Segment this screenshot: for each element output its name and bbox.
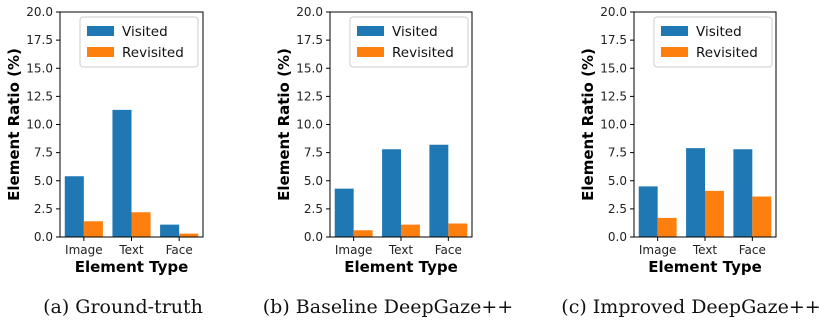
- subfigure-caption: (a) Ground-truth: [43, 296, 203, 318]
- legend-swatch-revisited: [87, 47, 114, 57]
- y-tick-label: 0.0: [304, 230, 323, 244]
- x-tick-label: Image: [335, 243, 373, 257]
- legend-label-visited: Visited: [122, 24, 168, 40]
- bar-revisited-text: [705, 190, 724, 238]
- x-tick-label: Image: [639, 243, 677, 257]
- legend-swatch-revisited: [661, 47, 688, 57]
- legend: Visited Revisited: [79, 16, 199, 68]
- bar-revisited-image: [657, 217, 677, 238]
- bar-revisited-image: [83, 221, 103, 237]
- bar-visited-face: [160, 224, 180, 238]
- y-tick-label: 12.5: [296, 89, 323, 103]
- bar-revisited-text: [401, 224, 420, 238]
- x-axis-label: Element Type: [75, 258, 189, 276]
- legend-label-visited: Visited: [696, 24, 742, 40]
- bar-revisited-face: [448, 223, 468, 237]
- bar-visited-face: [733, 149, 753, 237]
- y-tick-label: 10.0: [600, 118, 627, 132]
- bar-revisited-face: [752, 196, 772, 237]
- bar-visited-image: [638, 186, 658, 238]
- bar-visited-text: [382, 149, 401, 237]
- legend: Visited Revisited: [349, 16, 469, 68]
- y-axis-label: Element Ratio (%): [5, 48, 23, 201]
- y-tick-label: 12.5: [26, 89, 53, 103]
- y-tick-label: 5.0: [608, 174, 627, 188]
- legend-label-revisited: Revisited: [122, 45, 184, 61]
- y-tick-label: 17.5: [26, 33, 53, 47]
- y-tick-label: 10.0: [26, 118, 53, 132]
- subfigure-caption: (c) Improved DeepGaze++: [561, 296, 819, 318]
- y-tick-label: 2.5: [304, 202, 323, 216]
- x-tick-label: Image: [65, 243, 103, 257]
- x-axis-label: Element Type: [344, 258, 458, 276]
- y-tick-label: 0.0: [608, 230, 627, 244]
- y-tick-label: 2.5: [34, 202, 53, 216]
- y-tick-label: 15.0: [26, 61, 53, 75]
- y-tick-label: 5.0: [34, 174, 53, 188]
- bar-visited-image: [64, 176, 84, 237]
- chart-panel-1: Image Text Face 0.0 2.5 5.0 7.5 10.0 12.5 15.0 17.…: [5, 5, 204, 318]
- y-tick-label: 15.0: [600, 61, 627, 75]
- bar-visited-text: [112, 109, 132, 237]
- y-tick-label: 12.5: [600, 89, 627, 103]
- legend-label-revisited: Revisited: [696, 45, 758, 61]
- y-tick-label: 2.5: [608, 202, 627, 216]
- legend-swatch-visited: [661, 26, 688, 36]
- x-tick-label: Text: [118, 243, 144, 257]
- bar-visited-face: [429, 144, 449, 237]
- y-tick-label: 7.5: [608, 146, 627, 160]
- y-tick-label: 7.5: [34, 146, 53, 160]
- x-tick-label: Text: [388, 243, 414, 257]
- y-tick-label: 10.0: [296, 118, 323, 132]
- y-tick-label: 20.0: [600, 5, 627, 19]
- y-axis-label: Element Ratio (%): [275, 48, 293, 201]
- y-tick-label: 0.0: [34, 230, 53, 244]
- y-axis-label: Element Ratio (%): [579, 48, 597, 201]
- y-tick-label: 17.5: [600, 33, 627, 47]
- y-tick-label: 20.0: [296, 5, 323, 19]
- y-tick-label: 7.5: [304, 146, 323, 160]
- chart-panel-3: Image Text Face 0.0 2.5 5.0 7.5 10.0 12.5 15.0 17.…: [561, 5, 819, 318]
- bar-revisited-face: [179, 233, 199, 238]
- subfigure-caption: (b) Baseline DeepGaze++: [263, 296, 513, 318]
- x-axis-label: Element Type: [648, 258, 762, 276]
- bar-revisited-text: [131, 212, 151, 237]
- x-tick-label: Face: [739, 243, 766, 257]
- legend: Visited Revisited: [653, 16, 773, 68]
- y-tick-label: 15.0: [296, 61, 323, 75]
- x-tick-label: Face: [166, 243, 193, 257]
- y-tick-label: 5.0: [304, 174, 323, 188]
- legend-label-visited: Visited: [392, 24, 438, 40]
- legend-swatch-visited: [87, 26, 114, 36]
- legend-label-revisited: Revisited: [392, 45, 454, 61]
- bar-revisited-image: [353, 230, 373, 237]
- y-tick-label: 20.0: [26, 5, 53, 19]
- legend-swatch-revisited: [357, 47, 384, 57]
- y-tick-label: 17.5: [296, 33, 323, 47]
- x-tick-label: Face: [435, 243, 462, 257]
- bar-visited-text: [686, 148, 705, 238]
- x-tick-label: Text: [692, 243, 718, 257]
- legend-swatch-visited: [357, 26, 384, 36]
- chart-panel-2: Image Text Face 0.0 2.5 5.0 7.5 10.0 12.5 15.0 17.…: [263, 5, 513, 318]
- bar-visited-image: [334, 188, 354, 238]
